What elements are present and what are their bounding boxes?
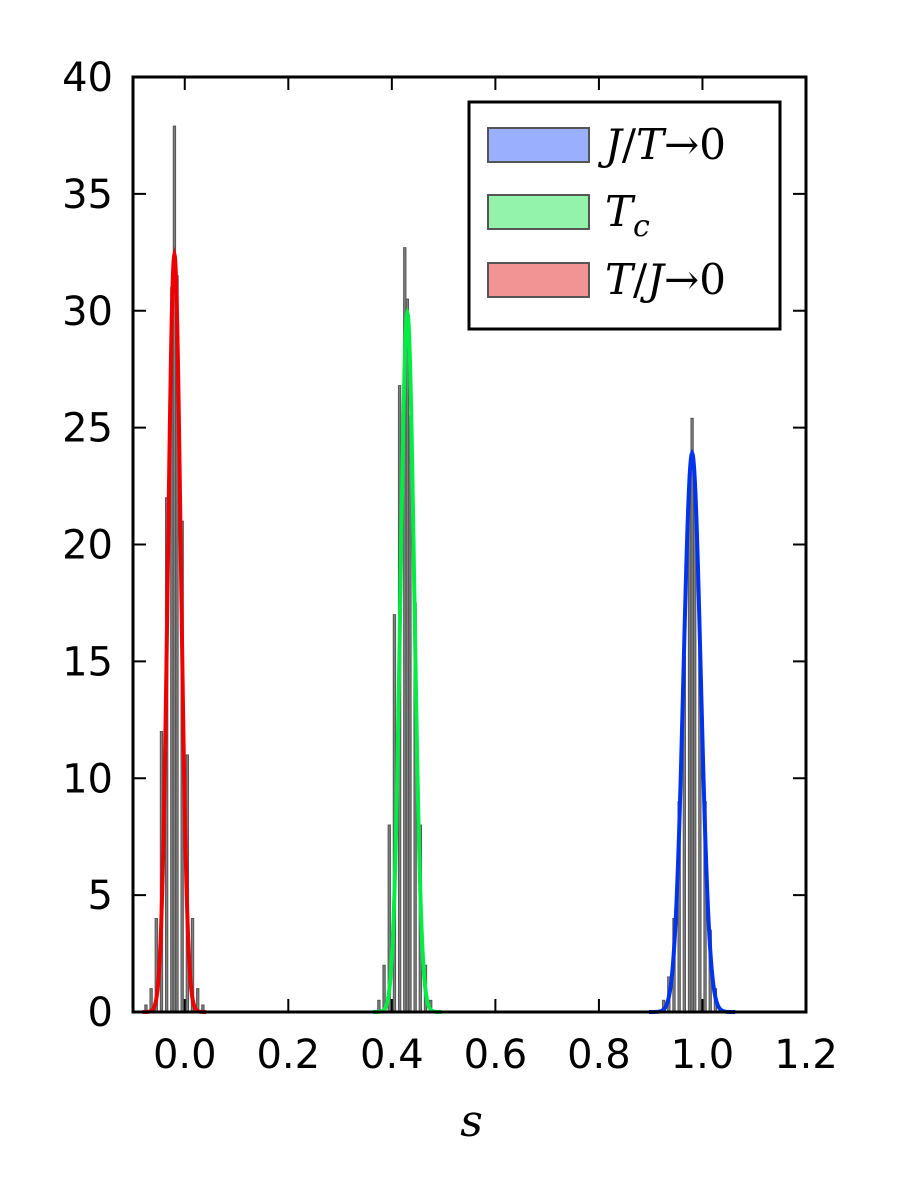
x-tick-label: 0.0 xyxy=(153,1032,217,1078)
x-tick-label: 1.0 xyxy=(671,1032,735,1078)
legend-swatch xyxy=(487,127,590,163)
legend-label: Tc xyxy=(605,187,650,244)
y-tick-label: 5 xyxy=(88,873,113,919)
x-axis-label: s xyxy=(460,1096,483,1147)
legend-label: T/J→0 xyxy=(605,255,726,304)
y-tick-labels: 0 5 10 15 20 25 30 35 40 xyxy=(62,55,113,1036)
histogram-bar xyxy=(405,298,410,1013)
histogram-bar xyxy=(408,415,412,1013)
x-tick-label: 0.8 xyxy=(567,1032,631,1078)
fit-curve xyxy=(372,306,442,1014)
x-tick-label: 0.4 xyxy=(360,1032,424,1078)
x-tick-label: 0.6 xyxy=(464,1032,528,1078)
legend-swatch xyxy=(487,194,590,230)
y-tick-label: 0 xyxy=(88,990,113,1036)
x-tick-label: 0.2 xyxy=(256,1032,320,1078)
y-tick-label: 20 xyxy=(62,523,113,569)
y-tick-label: 10 xyxy=(62,756,113,802)
y-tick-label: 15 xyxy=(62,639,113,685)
y-tick-label: 35 xyxy=(62,172,113,218)
legend-label: J/T→0 xyxy=(597,120,726,169)
histogram-bar xyxy=(687,473,692,1013)
legend: J/T→0 Tc T/J→0 xyxy=(467,100,782,331)
fit-curves xyxy=(142,246,736,1014)
y-tick-label: 40 xyxy=(62,55,113,101)
x-tick-label: 1.2 xyxy=(774,1032,838,1078)
fit-curve xyxy=(648,448,736,1014)
fit-curve xyxy=(142,246,207,1014)
y-tick-label: 30 xyxy=(62,289,113,335)
axis-ticks xyxy=(133,76,807,1013)
histogram-bar xyxy=(690,417,694,1013)
x-tick-labels: 0.0 0.2 0.4 0.6 0.8 1.0 1.2 xyxy=(153,1032,838,1078)
histogram-bar xyxy=(693,497,697,1013)
legend-swatch xyxy=(487,262,590,298)
y-tick-label: 25 xyxy=(62,406,113,452)
